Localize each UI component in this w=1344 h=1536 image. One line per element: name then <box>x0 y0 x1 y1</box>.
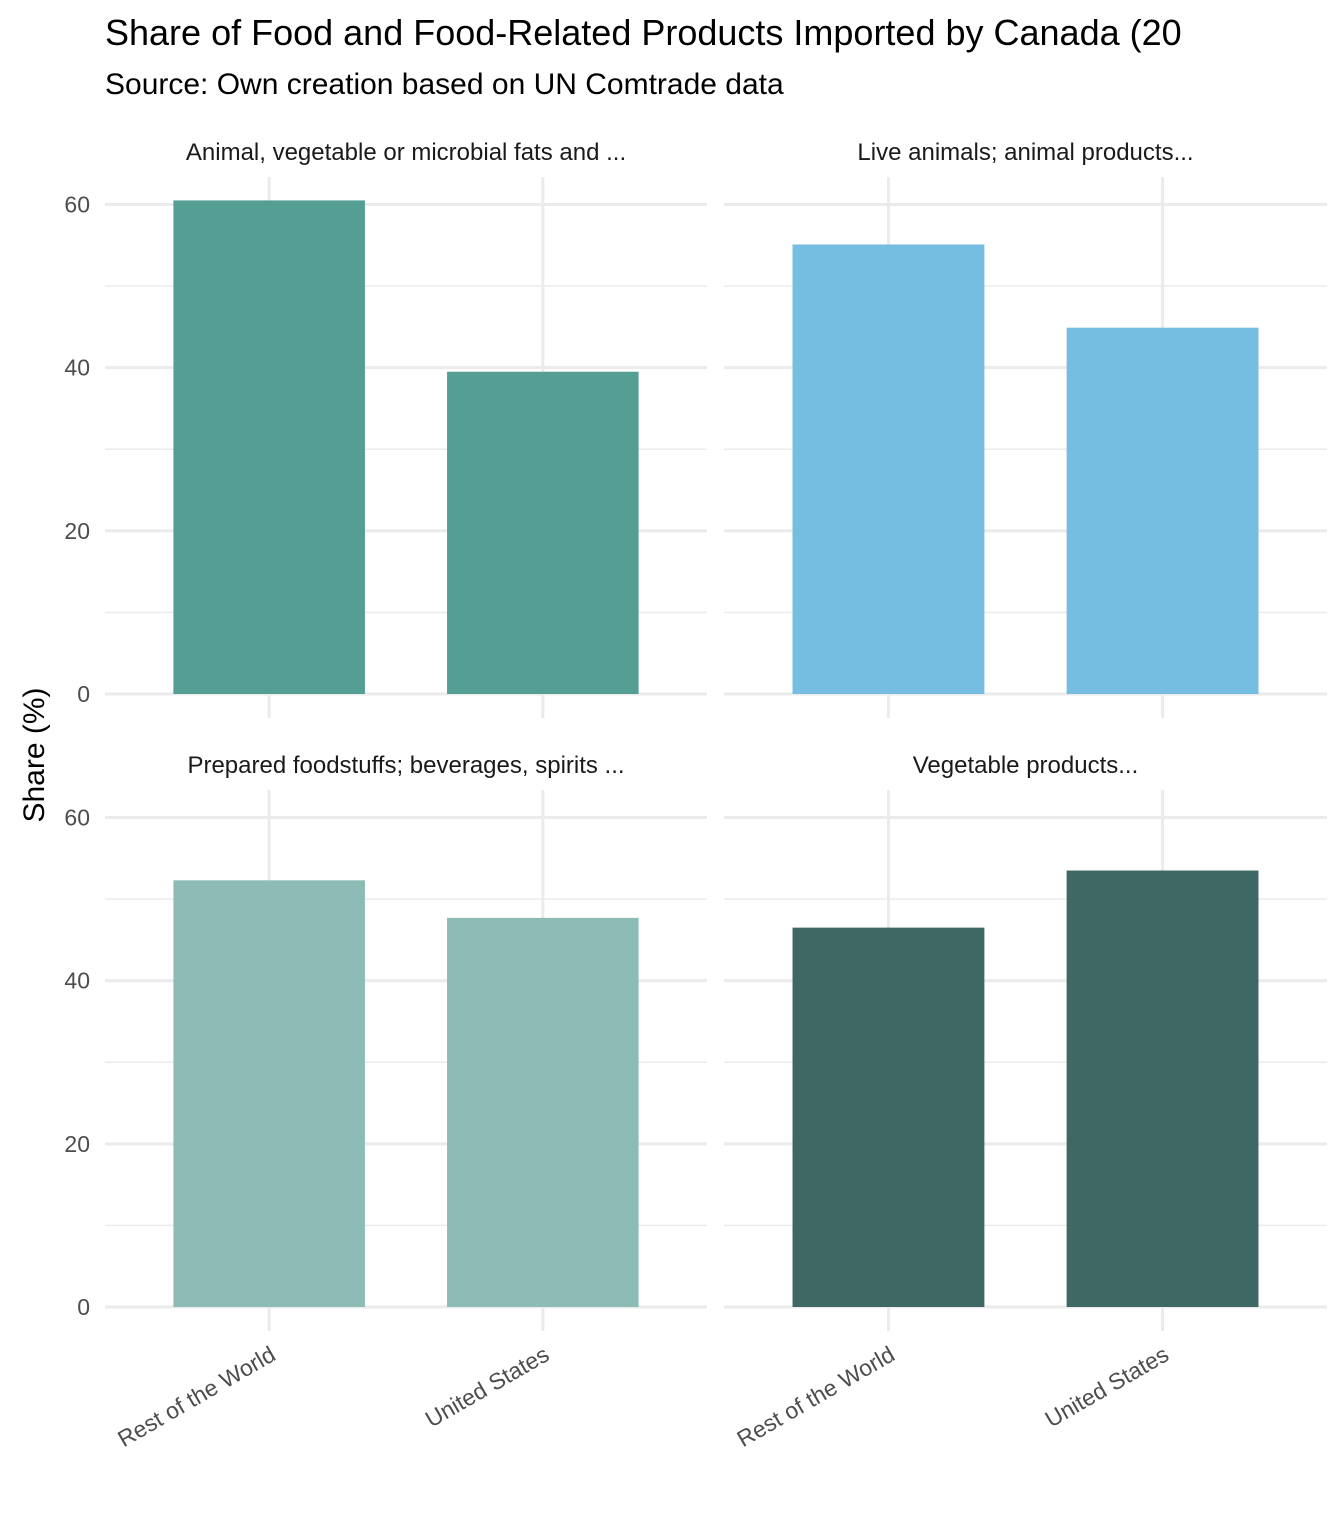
y-tick-label: 60 <box>64 192 90 218</box>
facet-title-0: Animal, vegetable or microbial fats and … <box>186 139 626 166</box>
x-tick-label: Rest of the World <box>113 1341 280 1452</box>
bar-1-0 <box>792 244 985 694</box>
bar-1-1 <box>1066 327 1259 694</box>
y-tick-label: 0 <box>77 681 90 707</box>
y-tick-label: 40 <box>64 355 90 381</box>
facet-title-3: Vegetable products... <box>913 752 1139 779</box>
chart-title: Share of Food and Food-Related Products … <box>105 12 1182 53</box>
y-tick-label: 20 <box>64 1131 90 1157</box>
bar-3-1 <box>1066 870 1259 1307</box>
bar-2-0 <box>173 880 365 1307</box>
bar-3-0 <box>792 927 985 1307</box>
bar-2-1 <box>447 917 639 1307</box>
facet-title-2: Prepared foodstuffs; beverages, spirits … <box>187 752 624 779</box>
x-tick-label: United States <box>421 1341 554 1433</box>
y-tick-label: 20 <box>64 518 90 544</box>
x-tick-label: Rest of the World <box>732 1341 899 1452</box>
bar-0-0 <box>173 200 365 694</box>
chart-subtitle: Source: Own creation based on UN Comtrad… <box>105 68 784 101</box>
facet-title-1: Live animals; animal products... <box>857 139 1193 166</box>
y-tick-label: 0 <box>77 1294 90 1320</box>
y-tick-label: 40 <box>64 968 90 994</box>
y-tick-label: 60 <box>64 805 90 831</box>
x-tick-label: United States <box>1040 1341 1173 1433</box>
bar-0-1 <box>447 371 639 694</box>
